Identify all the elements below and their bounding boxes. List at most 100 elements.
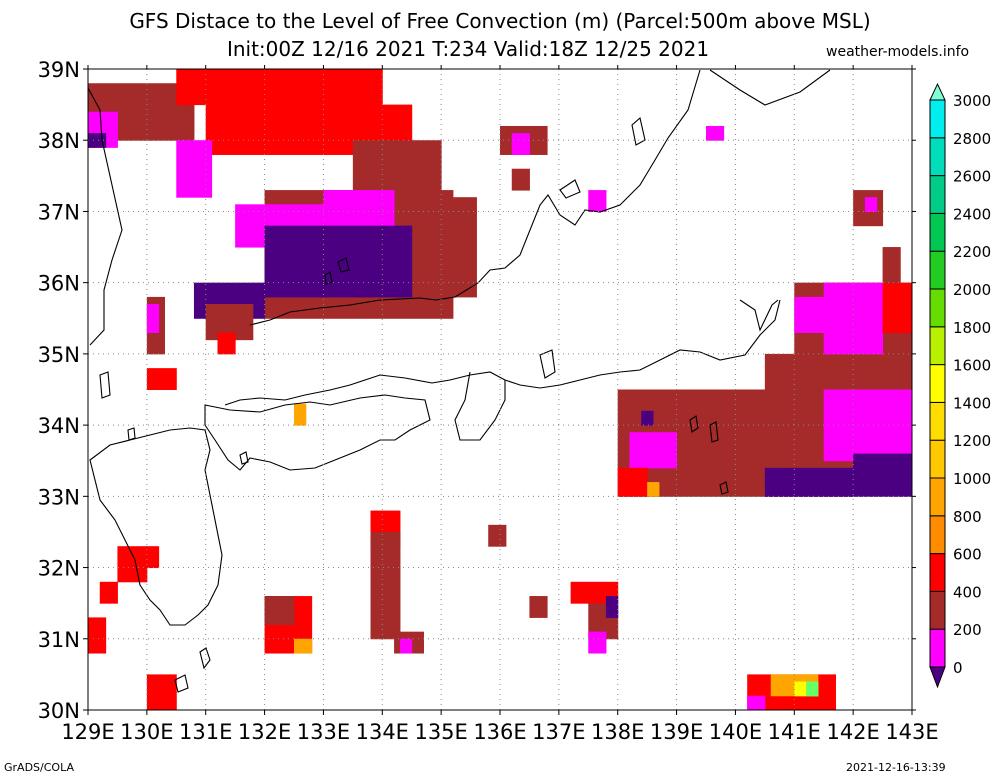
lat-label: 35N	[38, 343, 80, 367]
field-cell	[641, 410, 654, 426]
colorbar-top-arrow	[929, 82, 946, 101]
colorbar-segment	[929, 439, 946, 479]
colorbar-segment	[929, 175, 946, 214]
colorbar-label: 2200	[953, 243, 991, 261]
field-cell	[588, 631, 607, 654]
coastlines	[87, 69, 831, 693]
colorbar-segment	[929, 137, 946, 177]
lon-label: 134E	[356, 720, 409, 744]
field-cell	[294, 638, 313, 654]
lat-label: 39N	[38, 58, 80, 82]
footer-timestamp: 2021-12-16-13:39	[846, 761, 946, 774]
colorbar-legend: 0 200 400 600 800 1000 1200 1400 1600 1800 2000 220…	[929, 82, 991, 689]
lat-label: 30N	[38, 699, 80, 723]
lat-label: 33N	[38, 485, 80, 509]
lon-label: 141E	[768, 720, 821, 744]
field-cell	[853, 453, 913, 497]
lon-label: 137E	[532, 720, 585, 744]
field-cell	[764, 467, 854, 497]
colorbar-segment	[929, 212, 946, 252]
field-cell	[488, 524, 507, 547]
axis-ticks	[83, 65, 916, 715]
colorbar-segment	[929, 99, 946, 139]
lat-label: 37N	[38, 200, 80, 224]
lat-label: 34N	[38, 414, 80, 438]
lon-label: 136E	[473, 720, 526, 744]
colorbar-label: 1200	[953, 432, 991, 450]
colorbar-segment	[929, 364, 946, 403]
lon-label: 131E	[179, 720, 232, 744]
colorbar-segment	[929, 553, 946, 592]
field-cell	[882, 247, 901, 284]
field-cell	[864, 197, 878, 212]
colorbar-label: 1600	[953, 357, 991, 375]
colorbar-label: 2600	[953, 168, 991, 186]
field-cell	[117, 546, 148, 583]
colorbar-label: 2000	[953, 281, 991, 299]
colorbar-label: 2800	[953, 130, 991, 148]
field-cell	[176, 140, 213, 198]
field-cell	[99, 581, 118, 604]
map-title: GFS Distace to the Level of Free Convect…	[129, 9, 871, 33]
colorbar-segment	[929, 628, 946, 668]
lon-label: 142E	[826, 720, 879, 744]
colorbar-bottom-arrow	[929, 666, 946, 689]
map-subtitle: Init:00Z 12/16 2021 T:234 Valid:18Z 12/2…	[226, 37, 710, 61]
colorbar-segment	[929, 515, 946, 555]
field-cell	[370, 531, 401, 640]
field-cell	[629, 432, 678, 469]
colorbar-label: 600	[953, 546, 982, 564]
lfc-distance-field	[88, 69, 913, 711]
lon-label: 132E	[238, 720, 291, 744]
field-cell	[747, 695, 766, 711]
lon-label: 139E	[650, 720, 703, 744]
footer-credit: GrADS/COLA	[4, 761, 74, 774]
colorbar-label: 1000	[953, 470, 991, 488]
field-cell	[399, 638, 413, 654]
lon-label: 143E	[885, 720, 938, 744]
field-cell	[806, 681, 819, 697]
field-cell	[511, 168, 530, 191]
site-credit[interactable]: weather-models.info	[826, 44, 970, 60]
lat-label: 36N	[38, 272, 80, 296]
lat-label: 31N	[38, 628, 80, 652]
colorbar-label: 400	[953, 583, 982, 601]
field-cell	[146, 304, 160, 334]
colorbar-segment	[929, 401, 946, 441]
field-cell	[706, 125, 725, 141]
colorbar-segment	[929, 250, 946, 290]
lon-label: 129E	[61, 720, 114, 744]
field-cell	[529, 596, 548, 618]
field-cell	[588, 190, 607, 212]
field-cell	[511, 133, 530, 155]
colorbar-label: 1800	[953, 319, 991, 337]
colorbar-segment	[929, 288, 946, 328]
lon-label: 130E	[120, 720, 173, 744]
field-cell	[88, 617, 107, 654]
field-cell	[264, 596, 295, 626]
field-cell	[323, 190, 395, 227]
lon-label: 140E	[709, 720, 762, 744]
field-cell	[605, 596, 619, 618]
field-cell	[217, 332, 236, 355]
lon-label: 133E	[297, 720, 350, 744]
field-cell	[429, 197, 477, 298]
colorbar-segment	[929, 326, 946, 366]
field-cell	[146, 368, 177, 390]
field-cell	[647, 482, 660, 497]
colorbar-segment	[929, 590, 946, 630]
colorbar-label: 2400	[953, 205, 991, 223]
field-cell	[882, 282, 913, 334]
colorbar-label: 1400	[953, 394, 991, 412]
colorbar-label: 800	[953, 508, 982, 526]
lon-label: 138E	[591, 720, 644, 744]
latitude-labels: 39N 38N 37N 36N 35N 34N 33N 32N 31N 30N	[38, 58, 80, 723]
lat-label: 32N	[38, 557, 80, 581]
graticule	[88, 69, 912, 710]
field-cell	[176, 69, 383, 106]
colorbar-label: 0	[953, 659, 963, 677]
colorbar-label: 200	[953, 621, 982, 639]
field-cell	[294, 403, 307, 426]
lon-label: 135E	[414, 720, 467, 744]
